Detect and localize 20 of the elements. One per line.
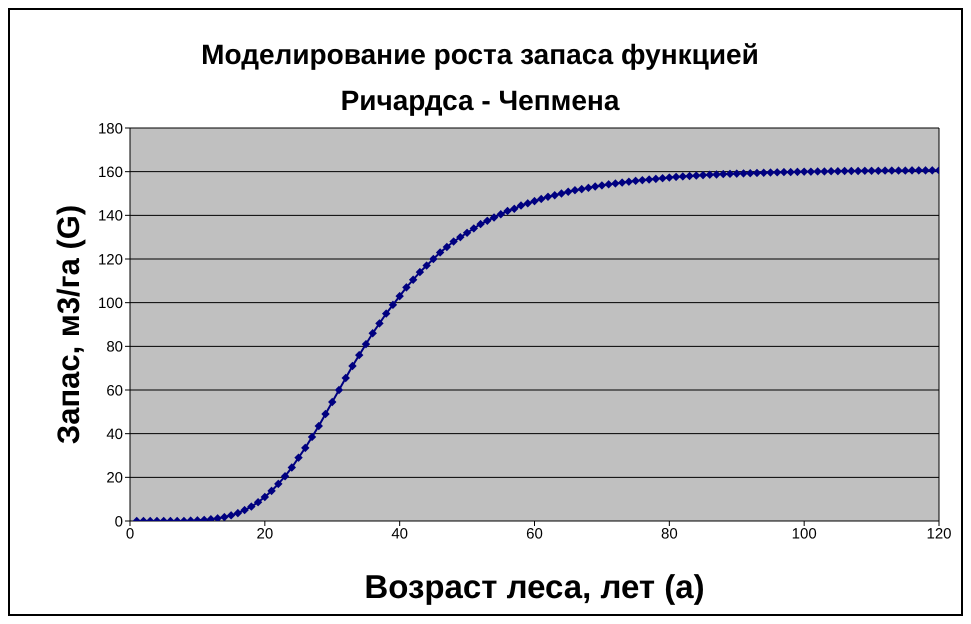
y-tick-label: 60 bbox=[106, 382, 123, 400]
chart-title: Моделирование роста запаса функцией Ричардса - Чепмена bbox=[200, 38, 760, 118]
y-tick-label: 0 bbox=[114, 513, 123, 530]
x-tick-label: 120 bbox=[926, 526, 952, 543]
x-axis-title: Возраст леса, лет (a) bbox=[364, 568, 705, 605]
y-tick-label: 140 bbox=[98, 208, 123, 225]
y-tick-label: 160 bbox=[98, 164, 123, 181]
x-tick-label: 60 bbox=[526, 526, 543, 543]
y-tick-label: 120 bbox=[98, 251, 123, 268]
x-tick-label: 20 bbox=[256, 526, 274, 543]
y-tick-label: 40 bbox=[106, 426, 123, 443]
y-tick-label: 100 bbox=[98, 294, 123, 312]
y-tick-label: 80 bbox=[106, 338, 123, 356]
y-tick-label: 20 bbox=[106, 470, 123, 487]
x-tick-label: 100 bbox=[792, 526, 817, 543]
y-axis-title: Запас, м3/га (G) bbox=[51, 204, 86, 444]
y-tick-label: 180 bbox=[98, 120, 123, 138]
x-tick-label: 40 bbox=[391, 526, 408, 543]
x-tick-label: 0 bbox=[126, 526, 134, 543]
x-tick-label: 80 bbox=[660, 526, 678, 543]
